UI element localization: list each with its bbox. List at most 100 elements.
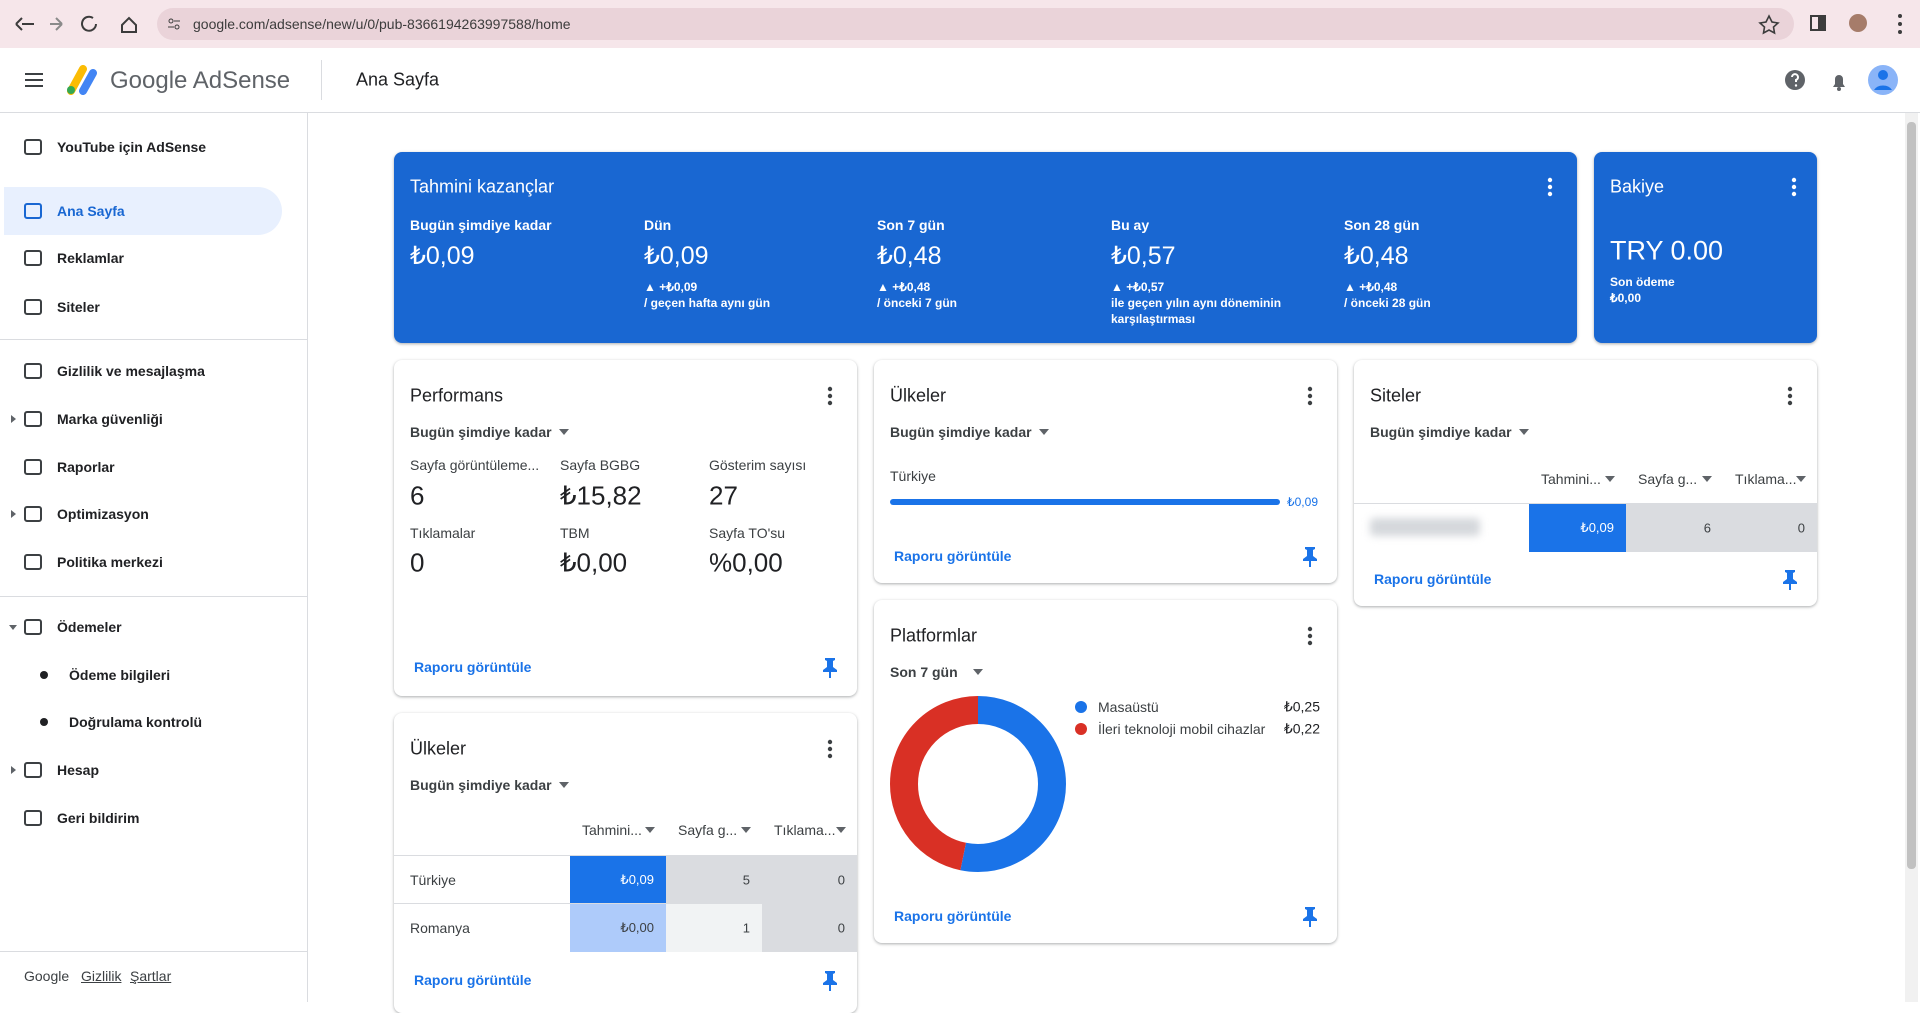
footer-link[interactable]: Gizlilik <box>81 968 122 984</box>
report-link[interactable]: Raporu görüntüle <box>414 659 532 675</box>
pin-button[interactable] <box>1301 905 1319 927</box>
dropdown-arrow[interactable] <box>558 781 570 789</box>
column-header[interactable]: Tahmini... <box>582 822 642 838</box>
metric-value: 0 <box>410 547 425 578</box>
earnings-card: Tahmini kazançlar Bugün şimdiye kadar ₺0,0… <box>394 152 1577 343</box>
card-title: Performans <box>410 385 504 406</box>
nav-item[interactable]: Optimizasyon <box>57 506 149 522</box>
period-selector[interactable]: Bugün şimdiye kadar <box>410 424 552 440</box>
nav-bullet <box>40 671 48 679</box>
nav-item[interactable]: Ödeme bilgileri <box>69 667 171 683</box>
scrollbar-thumb[interactable] <box>1907 122 1916 869</box>
nav-item[interactable]: Ödemeler <box>57 619 122 635</box>
nav-item[interactable]: Siteler <box>57 299 100 315</box>
expand-arrow[interactable] <box>8 765 18 775</box>
metric-label: TBM <box>560 525 590 541</box>
report-link[interactable]: Raporu görüntüle <box>894 548 1012 564</box>
period-selector[interactable]: Bugün şimdiye kadar <box>1370 424 1512 440</box>
more-menu[interactable] <box>820 737 840 761</box>
metric-value: 6 <box>410 480 425 511</box>
url-box[interactable] <box>157 8 1794 40</box>
nav-item[interactable]: Marka güvenliği <box>57 411 163 427</box>
column-header[interactable]: Tıklama... <box>1735 471 1797 487</box>
url-text: google.com/adsense/new/u/0/pub-836619426… <box>193 16 571 32</box>
pin-button[interactable] <box>821 656 839 678</box>
table-divider <box>1354 503 1817 504</box>
donut-segment[interactable] <box>890 696 1066 872</box>
nav-item[interactable]: Reklamlar <box>57 250 124 266</box>
expand-arrow[interactable] <box>8 622 18 632</box>
dropdown-arrow[interactable] <box>1038 428 1050 436</box>
table-cell: ₺0,09 <box>1529 504 1626 552</box>
card-title: Siteler <box>1370 385 1422 406</box>
column-header[interactable]: Sayfa g... <box>678 822 738 838</box>
more-menu[interactable] <box>1780 384 1800 408</box>
dropdown-arrow[interactable] <box>835 826 847 834</box>
more-menu[interactable] <box>1300 384 1320 408</box>
cell-value: 0 <box>1797 520 1805 536</box>
dropdown-arrow[interactable] <box>972 668 984 676</box>
nav-icon <box>24 299 42 315</box>
period-compare: / geçen hafta aynı gün <box>644 296 771 310</box>
dropdown-arrow[interactable] <box>1604 475 1616 483</box>
dropdown-arrow[interactable] <box>1795 475 1807 483</box>
more-menu[interactable] <box>1300 624 1320 648</box>
pin-button[interactable] <box>1781 568 1799 590</box>
pin-button[interactable] <box>821 969 839 991</box>
cell-value: 1 <box>742 920 750 936</box>
nav-item[interactable]: Hesap <box>57 762 100 778</box>
balance-amount: TRY 0.00 <box>1610 235 1724 266</box>
more-menu[interactable] <box>820 384 840 408</box>
pin-button[interactable] <box>1301 545 1319 567</box>
period-selector[interactable]: Son 7 gün <box>890 664 958 680</box>
row-label: Romanya <box>410 920 470 936</box>
cell-value: 0 <box>837 920 845 936</box>
report-link[interactable]: Raporu görüntüle <box>414 972 532 988</box>
card-title: Bakiye <box>1610 176 1665 197</box>
period-selector[interactable]: Bugün şimdiye kadar <box>410 777 552 793</box>
nav-selected[interactable] <box>4 187 282 235</box>
expand-arrow[interactable] <box>8 509 18 519</box>
dropdown-arrow[interactable] <box>1518 428 1530 436</box>
dropdown-arrow[interactable] <box>1701 475 1713 483</box>
dropdown-arrow[interactable] <box>644 826 656 834</box>
period-selector[interactable]: Bugün şimdiye kadar <box>890 424 1032 440</box>
footer-link[interactable]: Şartlar <box>130 968 172 984</box>
period-label: Son 28 gün <box>1344 217 1420 233</box>
nav-item[interactable]: Raporlar <box>57 459 115 475</box>
report-link[interactable]: Raporu görüntüle <box>894 908 1012 924</box>
period-label: Son 7 gün <box>877 217 945 233</box>
menu-button[interactable] <box>22 68 46 92</box>
nav-item[interactable]: YouTube için AdSense <box>57 139 207 155</box>
metric-value: %0,00 <box>709 547 783 578</box>
column-header[interactable]: Sayfa g... <box>1638 471 1698 487</box>
nav-icon <box>24 139 42 155</box>
expand-arrow[interactable] <box>8 414 18 424</box>
legend-dot <box>1075 701 1087 713</box>
column-header[interactable]: Tahmini... <box>1541 471 1601 487</box>
browser-actions[interactable] <box>1755 0 1885 48</box>
dropdown-arrow[interactable] <box>558 428 570 436</box>
footer-link[interactable]: Google <box>24 968 70 984</box>
more-menu[interactable] <box>1540 175 1560 199</box>
nav-item[interactable]: Politika merkezi <box>57 554 163 570</box>
period-change: ▲ +₺0,48 <box>1344 280 1398 294</box>
site-info-icon[interactable] <box>166 16 182 32</box>
donut-chart <box>890 696 1066 872</box>
nav-item[interactable]: Gizlilik ve mesajlaşma <box>57 363 205 379</box>
dropdown-arrow[interactable] <box>740 826 752 834</box>
nav-buttons[interactable] <box>8 0 158 48</box>
metric-label: Tıklamalar <box>410 525 476 541</box>
report-link[interactable]: Raporu görüntüle <box>1374 571 1492 587</box>
header-actions[interactable] <box>1780 60 1910 100</box>
browser-menu[interactable] <box>1890 0 1910 48</box>
nav-item[interactable]: Ana Sayfa <box>57 203 125 219</box>
period-label: Bu ay <box>1111 217 1150 233</box>
period-value: ₺0,09 <box>644 242 709 270</box>
more-menu[interactable] <box>1784 175 1804 199</box>
nav-item[interactable]: Doğrulama kontrolü <box>69 714 203 730</box>
cell-value: ₺0,09 <box>620 872 654 887</box>
nav-item[interactable]: Geri bildirim <box>57 810 140 826</box>
table-cell: 5 <box>666 856 762 904</box>
column-header[interactable]: Tıklama... <box>774 822 836 838</box>
